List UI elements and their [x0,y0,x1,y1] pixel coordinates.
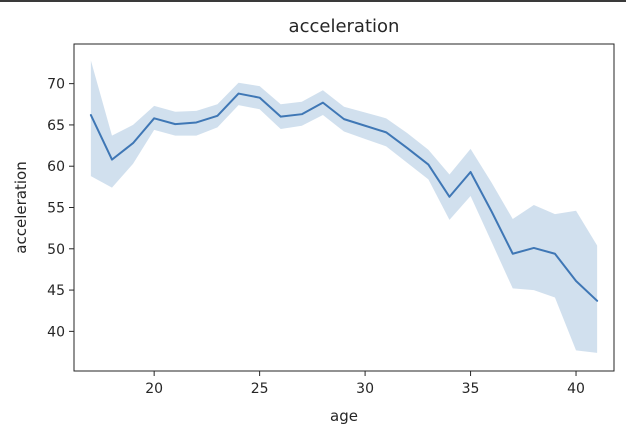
y-tick-label: 45 [47,283,65,299]
x-axis: 20 25 30 35 40 [145,371,585,397]
y-tick-label: 65 [47,118,65,134]
x-tick-label: 30 [356,381,374,397]
confidence-band [90,60,598,353]
y-tick-label: 50 [47,242,65,258]
y-tick-label: 60 [47,159,65,175]
y-axis: 40 45 50 55 60 65 70 [47,77,74,340]
y-tick-label: 55 [47,201,65,217]
x-tick-label: 20 [145,381,163,397]
chart-title: acceleration [289,16,400,37]
x-tick-label: 25 [251,381,269,397]
y-tick-label: 40 [47,324,65,340]
window-top-border [0,0,626,2]
y-tick-label: 70 [47,77,65,93]
x-tick-label: 35 [462,381,480,397]
y-axis-label: acceleration [12,161,30,253]
x-tick-label: 40 [567,381,585,397]
x-axis-label: age [330,407,358,425]
series-line [89,92,599,302]
